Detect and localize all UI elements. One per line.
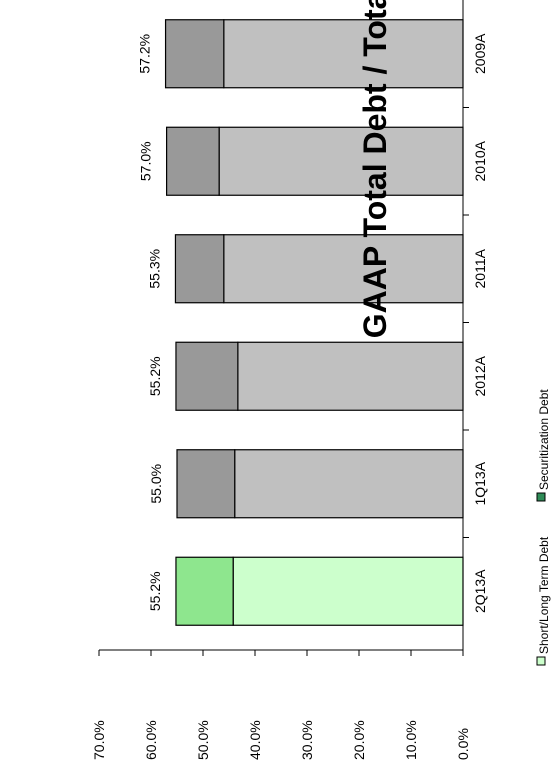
bar-total-label: 57.0% xyxy=(138,141,154,181)
category-label: 2011A xyxy=(472,248,488,288)
bar-short-long-term-debt xyxy=(234,449,464,519)
category-label: 2Q13A xyxy=(472,569,488,613)
value-tick-label: 20.0% xyxy=(351,720,367,760)
legend-label: Short/Long Term Debt xyxy=(537,536,551,654)
legend-label: Securitization Debt xyxy=(537,389,551,490)
bar-total-label: 55.2% xyxy=(147,571,163,611)
bar-short-long-term-debt xyxy=(237,341,464,411)
category-axis: 2009A 2010A 2011A 2012A 1Q13A 2Q13A xyxy=(462,0,488,650)
value-tick-label: 30.0% xyxy=(299,720,315,760)
bar-total-label: 55.3% xyxy=(146,249,162,289)
value-tick-label: 70.0% xyxy=(91,720,107,760)
category-label: 2009A xyxy=(472,33,488,74)
bar-total-label: 57.2% xyxy=(137,34,153,74)
bar-short-long-term-debt xyxy=(223,234,464,304)
category-label: 1Q13A xyxy=(472,461,488,505)
legend: Short/Long Term Debt Securitization Debt xyxy=(536,389,551,666)
value-tick-label: 60.0% xyxy=(143,720,159,760)
plot-area: 57.2% 57.0% 55.3% 55.2% 55.0% 55.2% xyxy=(137,19,464,626)
bar-short-long-term-debt xyxy=(223,19,464,89)
bar-total-label: 55.0% xyxy=(148,464,164,504)
bar-short-long-term-debt xyxy=(218,126,464,196)
category-label: 2010A xyxy=(472,140,488,181)
value-tick-label: 40.0% xyxy=(247,720,263,760)
bar-securitization-debt xyxy=(166,126,220,196)
legend-swatch xyxy=(536,492,546,502)
bar-securitization-debt xyxy=(175,556,234,626)
bar-securitization-debt xyxy=(175,341,239,411)
value-tick-label: 10.0% xyxy=(403,720,419,760)
legend-swatch xyxy=(536,656,546,666)
bar-securitization-debt xyxy=(174,234,225,304)
value-tick-label: 0.0% xyxy=(455,728,471,760)
bar-securitization-debt xyxy=(176,449,236,519)
bar-short-long-term-debt xyxy=(232,556,464,626)
category-label: 2012A xyxy=(472,355,488,396)
bar-securitization-debt xyxy=(164,19,225,89)
value-axis: 0.0% 10.0% 20.0% 30.0% 40.0% 50.0% 60.0% 70.0% xyxy=(91,649,471,760)
value-tick-label: 50.0% xyxy=(195,720,211,760)
bar-total-label: 55.2% xyxy=(147,356,163,396)
chart-title: GAAP Total Debt / Total Capitalization xyxy=(357,0,393,338)
